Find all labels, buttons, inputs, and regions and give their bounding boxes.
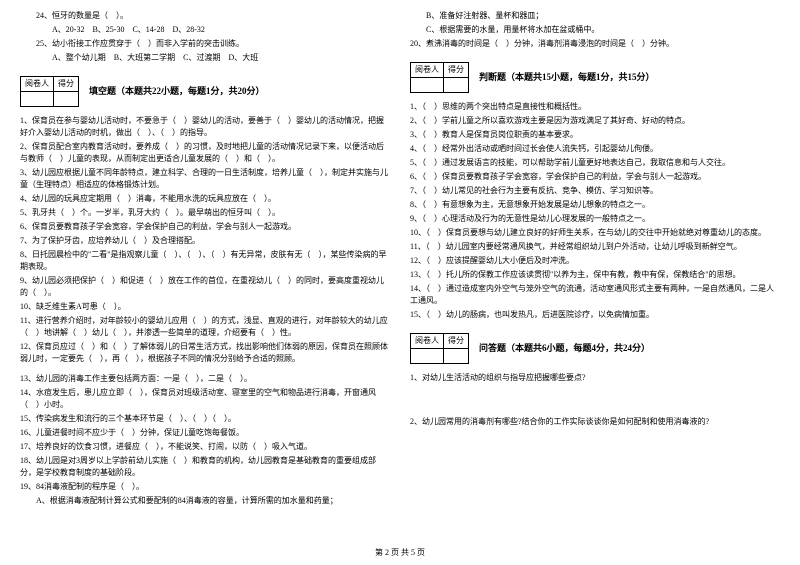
fill-q19-c: C、根据需要的水量，用量杯将水加在盆或桶中。 — [410, 24, 780, 36]
score-table-header-score: 得分 — [444, 334, 469, 349]
judge-q15: 15、（ ）幼儿的肠病，也叫发热凡，后进医院诊疗，以免病情加重。 — [410, 309, 780, 321]
fill-q19-b: B、准备好注射器、量杯和器皿； — [410, 10, 780, 22]
left-column: 24、恒牙的数量是（ ）。 A、20-32 B、25-30 C、14-28 D、… — [0, 0, 400, 565]
judge-q13: 13、（ ）托儿所的保教工作应该读贯彻"以养为主，保中有教，教中有保，保教结合"… — [410, 269, 780, 281]
judge-q14: 14、（ ）通过造成室内外空气与笼外空气的流通，活动室通风形式主要有两种，一是自… — [410, 283, 780, 307]
fill-q8: 8、日托园晨检中的"二看"是指观察儿童（ ）、（ ）、（ ）有无异常，皮肤有无（… — [20, 249, 390, 273]
judge-q8: 8、（ ）有意想象为主，无意想象开始发展是幼儿想象的特点之一。 — [410, 199, 780, 211]
right-column: B、准备好注射器、量杯和器皿； C、根据需要的水量，用量杯将水加在盆或桶中。 2… — [400, 0, 800, 565]
fill-q17: 17、培养良好的饮食习惯，进餐应（ ），不能说笑、打闹，以防（ ）吸入气道。 — [20, 441, 390, 453]
fill-q2: 2、保育员配合室内教育活动时，要养成（ ）的习惯，及时地把儿童的活动情况记录下来… — [20, 141, 390, 165]
fill-q6: 6、保育员要教育孩子学会宽容，学会保护自己的利益，学会与别人一起游戏。 — [20, 221, 390, 233]
judge-q5: 5、（ ）通过发展语言的技能，可以帮助学前儿童更好地表达自己，我取信息和与人交往… — [410, 157, 780, 169]
fill-q11: 11、进行营养介绍时，对年龄较小的婴幼儿应用（ ）的方式，浅显、直观的进行，对年… — [20, 315, 390, 339]
fill-q12: 12、保育员应过（ ）和（ ）了解体弱儿的日常生活方式，找出影响他们体弱的原因，… — [20, 341, 390, 365]
page-footer: 第 2 页 共 5 页 — [0, 547, 800, 559]
score-table-header-score: 得分 — [444, 63, 469, 78]
judge-q12: 12、（ ）应该提醒婴幼儿大小便后及时冲洗。 — [410, 255, 780, 267]
fill-q4: 4、幼儿园的玩具应定期用（ ）消毒，不能用水洗的玩具应放在（ ）。 — [20, 193, 390, 205]
ask-section-title: 问答题（本题共6小题，每题4分，共24分） — [479, 342, 650, 356]
score-cell-empty — [444, 349, 469, 364]
judge-q3: 3、（ ）教育人是保育员岗位职责的基本要求。 — [410, 129, 780, 141]
fill-q19: 19、84消毒液配制的程序是（ ）。 — [20, 481, 390, 493]
fill-q14: 14、水痘发生后，患儿应立即（ ），保育员对班级活动室、寝室里的空气和物品进行消… — [20, 387, 390, 411]
judge-q6: 6、（ ）保育员要教育孩子学会宽容，学会保护自己的利益，学会与别人一起游戏。 — [410, 171, 780, 183]
score-cell-empty — [21, 92, 54, 107]
score-table-fill: 阅卷人 得分 — [20, 76, 79, 107]
question-25-options: A、整个幼儿期 B、大班第二学期 C、过渡期 D、大班 — [20, 52, 390, 64]
fill-q18: 18、幼儿园是对3周岁以上学龄前幼儿实施（ ）和教育的机构，幼儿园教育是基础教育… — [20, 455, 390, 479]
fill-q19-a: A、根据消毒液配制计算公式和要配制的84消毒液的容量，计算所需的加水量和药量； — [20, 495, 390, 507]
ask-q1: 1、对幼儿生活活动的组织与指导应把握哪些要点? — [410, 372, 780, 384]
fill-q5: 5、乳牙共（ ）个。一岁半，乳牙大约（ ）。最早萌出的恒牙叫（ ）。 — [20, 207, 390, 219]
score-table-header-reviewer: 阅卷人 — [21, 77, 54, 92]
judge-q1: 1、（ ）思维的两个突出特点是直接性和概括性。 — [410, 101, 780, 113]
fill-q13: 13、幼儿园的消毒工作主要包括两方面：一是（ ），二是（ ）。 — [20, 373, 390, 385]
score-cell-empty — [54, 92, 79, 107]
judge-q7: 7、（ ）幼儿常见的社会行为主要有反抗、竞争、模仿、学习知识等。 — [410, 185, 780, 197]
score-table-header-reviewer: 阅卷人 — [411, 63, 444, 78]
question-24: 24、恒牙的数量是（ ）。 — [20, 10, 390, 22]
score-cell-empty — [411, 349, 444, 364]
score-cell-empty — [444, 78, 469, 93]
ask-section-header: 阅卷人 得分 问答题（本题共6小题，每题4分，共24分） — [410, 333, 780, 364]
fill-q9: 9、幼儿园必须把保护（ ）和促进（ ）放在工作的首位，在重视幼儿（ ）的同时，要… — [20, 275, 390, 299]
fill-q10: 10、缺乏维生素A可患（ ）。 — [20, 301, 390, 313]
score-table-ask: 阅卷人 得分 — [410, 333, 469, 364]
judge-section-header: 阅卷人 得分 判断题（本题共15小题，每题1分，共15分） — [410, 62, 780, 93]
judge-q11: 11、（ ）幼儿园室内要经常通风换气，并经常组织幼儿到户外活动，让幼儿呼吸到新鲜… — [410, 241, 780, 253]
fill-q3: 3、幼儿园应根据儿童不同年龄特点，建立科学、合理的一日生活制度，培养儿童（ ），… — [20, 167, 390, 191]
score-table-header-reviewer: 阅卷人 — [411, 334, 444, 349]
question-25: 25、幼小衔接工作应贯穿于（ ）而非入学前的突击训练。 — [20, 38, 390, 50]
score-table-judge: 阅卷人 得分 — [410, 62, 469, 93]
judge-section-title: 判断题（本题共15小题，每题1分，共15分） — [479, 71, 655, 85]
fill-section-header: 阅卷人 得分 填空题（本题共22小题，每题1分，共20分） — [20, 76, 390, 107]
judge-q10: 10、（ ）保育员要想与幼儿建立良好的好师生关系，在与幼儿的交往中开始就绝对尊重… — [410, 227, 780, 239]
question-24-options: A、20-32 B、25-30 C、14-28 D、28-32 — [20, 24, 390, 36]
fill-q20: 20、煮沸消毒的时间是（ ）分钟，消毒剂消毒浸泡的时间是（ ）分钟。 — [410, 38, 780, 50]
judge-q9: 9、（ ）心理活动及行为的无意性是幼儿心理发展的一般特点之一。 — [410, 213, 780, 225]
judge-q4: 4、（ ）经常外出活动或晒时间过长会使人流失钙，引起婴幼儿佝偻。 — [410, 143, 780, 155]
fill-q1: 1、保育员在参与婴幼儿活动时，不要急于（ ）婴幼儿的活动，要善于（ ）婴幼儿的活… — [20, 115, 390, 139]
score-cell-empty — [411, 78, 444, 93]
fill-section-title: 填空题（本题共22小题，每题1分，共20分） — [89, 85, 265, 99]
fill-q7: 7、为了保护牙齿，应培养幼儿（ ）及合理搭配。 — [20, 235, 390, 247]
judge-q2: 2、（ ）学前儿童之所以喜欢游戏主要是因为游戏满足了其好奇、好动的特点。 — [410, 115, 780, 127]
fill-q15: 15、传染病发生和流行的三个基本环节是（ ）、（ ）（ ）。 — [20, 413, 390, 425]
fill-q16: 16、儿童进餐时间不应少于（ ）分钟，保证儿童吃饱每餐饭。 — [20, 427, 390, 439]
score-table-header-score: 得分 — [54, 77, 79, 92]
ask-q2: 2、幼儿园常用的消毒剂有哪些?结合你的工作实际谈谈你是如何配制和使用消毒液的? — [410, 416, 780, 428]
